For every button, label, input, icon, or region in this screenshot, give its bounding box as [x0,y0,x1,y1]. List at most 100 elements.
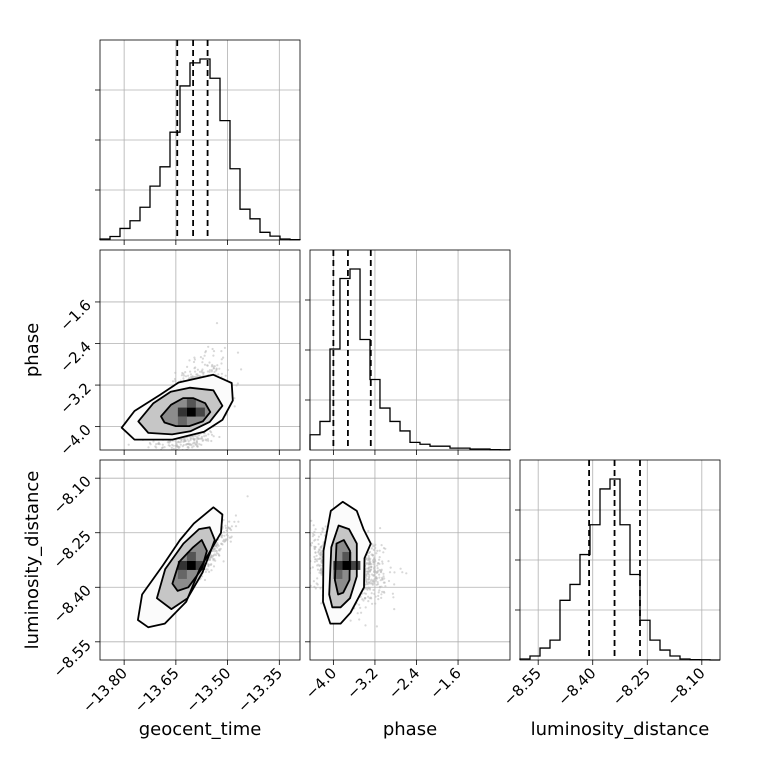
scatter-point [181,462,183,464]
scatter-point [181,445,184,448]
scatter-point [201,452,203,454]
scatter-point [378,549,381,552]
scatter-point [364,624,367,627]
scatter-point [393,583,396,586]
scatter-point [208,369,211,372]
density-cell [186,407,196,417]
scatter-point [194,375,197,378]
xlabel-phase: phase [383,719,437,740]
scatter-point [210,439,213,443]
scatter-point [218,367,221,370]
density-cell [177,416,187,426]
scatter-point [212,365,215,368]
scatter-point [313,555,316,559]
scatter-point [368,558,371,561]
contour-line-3 [120,373,234,441]
scatter-point [367,554,370,558]
scatter-point [179,443,182,446]
scatter-point [319,569,322,572]
scatter-point [186,446,189,449]
scatter-point [201,357,204,360]
scatter-point [200,435,203,438]
scatter-point [127,443,130,446]
scatter-point [222,518,225,522]
scatter-point [213,550,216,553]
scatter-point [223,346,226,349]
scatter-point [367,567,370,570]
scatter-point [382,551,385,554]
scatter-point [312,524,315,527]
scatter-point [222,531,225,534]
y-tick-label: −2.4 [56,338,94,376]
scatter-point [209,556,212,559]
scatter-point [194,443,197,446]
scatter-geocent-time-vs-luminosity-distance: −13.80 −13.65 −13.50 −13.35 −8.55 −8.40 −8.25 −… [50,459,301,716]
scatter-point [380,593,383,596]
scatter-point [373,592,376,596]
scatter-point [163,446,166,449]
scatter-point [368,582,372,585]
scatter-point [365,581,368,584]
scatter-point [359,606,362,610]
scatter-point [374,579,378,582]
scatter-point [374,575,377,578]
scatter-point [379,579,382,582]
scatter-point [297,571,299,573]
scatter-point [376,571,379,574]
scatter-point [186,365,189,368]
scatter-point [158,472,160,474]
scatter-point [212,554,215,557]
scatter-point [388,571,392,574]
scatter-point [234,514,237,517]
scatter-point [370,592,373,595]
scatter-point [216,364,219,367]
scatter-point [206,364,209,367]
scatter-point [376,564,379,567]
scatter-point [378,556,381,559]
scatter-point [378,558,381,561]
scatter-point [206,438,209,441]
scatter-point [313,585,316,589]
scatter-point [152,440,155,443]
scatter-point [183,453,185,455]
scatter-point [314,587,317,590]
scatter-point [365,572,368,575]
scatter-point [228,520,231,523]
scatter-point [179,467,181,469]
scatter-point [368,550,372,554]
xlabel-luminosity-distance: luminosity_distance [531,719,710,740]
scatter-point [233,405,236,408]
scatter-point [181,451,183,453]
scatter-point [183,440,186,443]
scatter-point [393,608,396,611]
scatter-point [372,588,375,592]
x-tick-label: −3.2 [343,664,381,702]
scatter-point [320,551,323,555]
scatter-point [158,443,161,446]
scatter-point [307,540,309,542]
scatter-point [372,548,375,552]
scatter-point [165,456,167,458]
scatter-point [310,584,312,587]
scatter-point [302,580,304,582]
scatter-point [174,439,177,442]
scatter-point [184,371,187,374]
scatter-point [207,563,210,566]
scatter-point [368,588,372,591]
scatter-point [300,571,302,573]
scatter-point [364,587,367,590]
scatter-point [375,583,378,586]
scatter-point [186,457,188,459]
scatter-point [230,535,233,538]
scatter-point [180,374,183,377]
scatter-point [301,559,303,561]
scatter-point [198,370,202,373]
scatter-point [317,550,320,553]
scatter-point [174,379,177,383]
scatter-point [207,433,210,436]
scatter-point [372,563,375,566]
density-cell [333,560,343,570]
scatter-point [213,370,216,373]
scatter-point [208,570,211,574]
scatter-point [200,443,203,446]
